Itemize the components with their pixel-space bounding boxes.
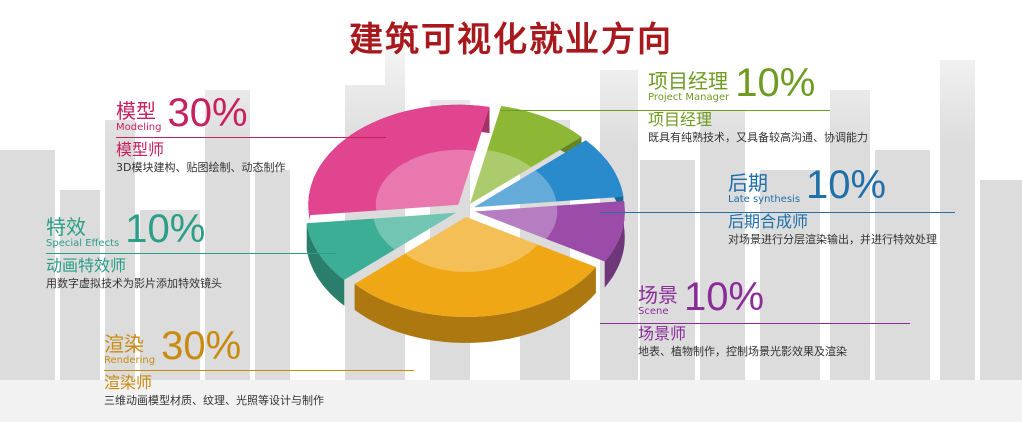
leader-line-effects bbox=[46, 253, 336, 254]
rendering-label: 渲染 bbox=[104, 332, 144, 356]
label-scene: 场景 Scene 10% 场景师 地表、植物制作，控制场景光影效果及渲染 bbox=[638, 276, 847, 360]
leader-line-rendering bbox=[104, 370, 414, 371]
pie-slice-pm bbox=[470, 106, 582, 204]
pie-slice-highlight-effects bbox=[373, 212, 456, 250]
pie-slice-highlight-pm bbox=[470, 150, 532, 204]
rendering-label-en: Rendering bbox=[104, 355, 156, 366]
rendering-desc: 三维动画模型材质、纹理、光照等设计与制作 bbox=[104, 394, 324, 407]
page-title: 建筑可视化就业方向 bbox=[349, 20, 673, 60]
leader-line-scene bbox=[600, 323, 910, 324]
pie-slice-top-modeling bbox=[308, 104, 490, 216]
late-desc: 对场景进行分层渲染输出，并进行特效处理 bbox=[728, 233, 937, 246]
pie-slice-side-scene bbox=[604, 201, 625, 288]
pie-slice-highlight-late bbox=[474, 170, 557, 208]
modeling-percent: 30% bbox=[167, 91, 248, 135]
pie-slice-top-rendering bbox=[354, 217, 596, 317]
late-label: 后期 bbox=[728, 171, 768, 195]
pie-slice-rendering bbox=[354, 217, 596, 343]
pie-slice-highlight-rendering bbox=[404, 217, 538, 272]
pm-label-en: Project Manager bbox=[648, 92, 730, 103]
rendering-role: 渲染师 bbox=[104, 373, 153, 392]
pie-chart bbox=[306, 104, 625, 343]
scene-label-en: Scene bbox=[638, 306, 669, 317]
scene-desc: 地表、植物制作，控制场景光影效果及渲染 bbox=[638, 345, 847, 358]
pie-slice-highlight-scene bbox=[474, 205, 558, 239]
modeling-desc: 3D模块建构、贴图绘制、动态制作 bbox=[116, 161, 286, 174]
pie-slice-top-scene bbox=[474, 201, 625, 262]
pie-slice-side-effects bbox=[306, 223, 345, 306]
late-label-en: Late synthesis bbox=[728, 194, 801, 205]
pie-slice-top-pm bbox=[470, 106, 582, 204]
scene-percent: 10% bbox=[684, 275, 765, 319]
effects-label: 特效 bbox=[46, 215, 86, 239]
scene-label: 场景 bbox=[638, 283, 678, 307]
pie-slice-effects bbox=[306, 212, 456, 306]
effects-role: 动画特效师 bbox=[46, 256, 127, 275]
pie-slice-top-effects bbox=[306, 212, 456, 280]
effects-label-en: Special Effects bbox=[46, 238, 120, 249]
label-rendering: 渲染 Rendering 30% 渲染师 三维动画模型材质、纹理、光照等设计与制… bbox=[104, 325, 324, 409]
pie-slice-modeling bbox=[308, 104, 490, 242]
pie-slice-side-rendering bbox=[354, 267, 596, 343]
pie-slice-late bbox=[474, 140, 624, 223]
label-effects: 特效 Special Effects 10% 动画特效师 用数字虚拟技术为影片添… bbox=[46, 208, 222, 292]
leader-line-modeling bbox=[116, 137, 386, 138]
effects-percent: 10% bbox=[125, 207, 206, 251]
label-pm: 项目经理 Project Manager 10% 项目经理 既具有纯熟技术，又具… bbox=[648, 62, 868, 146]
pm-role: 项目经理 bbox=[648, 110, 713, 129]
late-role: 后期合成师 bbox=[728, 212, 809, 231]
effects-desc: 用数字虚拟技术为影片添加特效镜头 bbox=[46, 277, 222, 290]
pm-percent: 10% bbox=[735, 61, 816, 105]
pie-slice-highlight-modeling bbox=[375, 149, 476, 211]
pie-slice-scene bbox=[474, 201, 625, 288]
pm-desc: 既具有纯熟技术，又具备较高沟通、协调能力 bbox=[648, 131, 868, 144]
modeling-role: 模型师 bbox=[116, 140, 165, 159]
late-percent: 10% bbox=[806, 163, 887, 207]
leader-line-late bbox=[600, 212, 955, 213]
pm-label: 项目经理 bbox=[648, 69, 728, 93]
rendering-percent: 30% bbox=[161, 324, 242, 368]
pie-slice-top-late bbox=[474, 140, 624, 208]
scene-role: 场景师 bbox=[638, 324, 687, 343]
modeling-label-en: Modeling bbox=[116, 122, 162, 133]
label-late: 后期 Late synthesis 10% 后期合成师 对场景进行分层渲染输出，… bbox=[728, 164, 937, 248]
label-modeling: 模型 Modeling 30% 模型师 3D模块建构、贴图绘制、动态制作 bbox=[116, 92, 285, 176]
leader-line-pm bbox=[500, 110, 830, 111]
modeling-label: 模型 bbox=[116, 99, 156, 123]
